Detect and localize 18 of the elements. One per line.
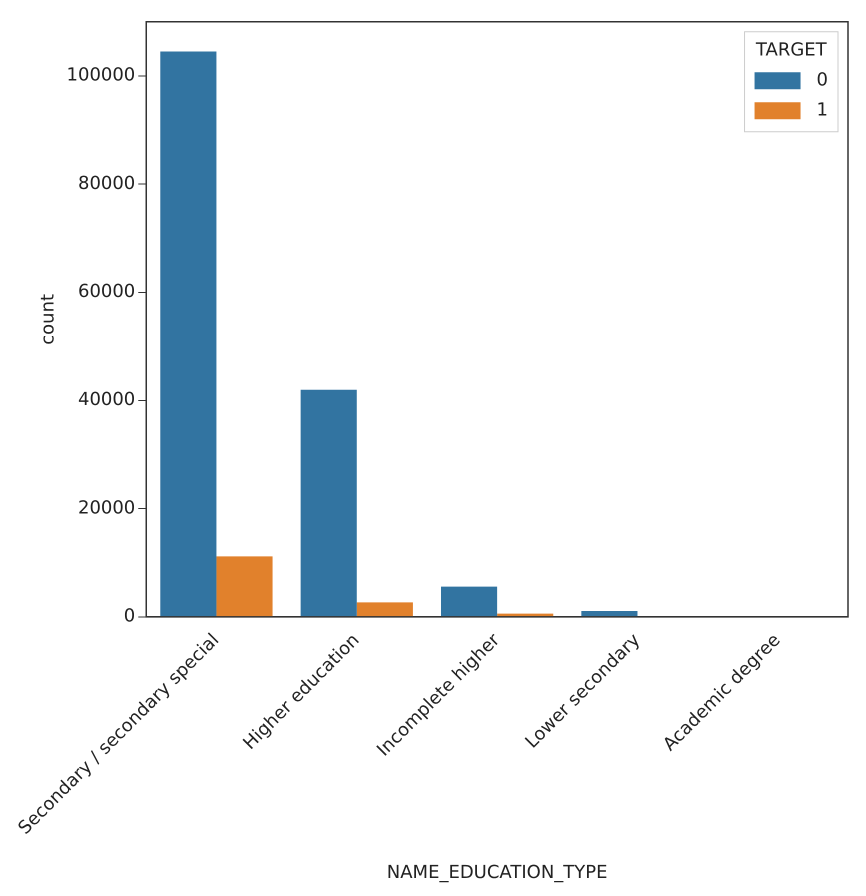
y-tick-label: 60000 bbox=[78, 280, 136, 302]
y-tick-label: 40000 bbox=[78, 389, 136, 410]
bar bbox=[497, 614, 554, 616]
legend-title: TARGET bbox=[754, 39, 828, 60]
x-axis-title: NAME_EDUCATION_TYPE bbox=[386, 862, 608, 883]
y-tick-label: 80000 bbox=[78, 172, 136, 194]
y-axis-title: count bbox=[37, 294, 58, 345]
bar bbox=[300, 390, 357, 616]
bar bbox=[216, 556, 273, 616]
bar bbox=[440, 586, 498, 616]
y-tick-label: 0 bbox=[124, 606, 136, 627]
bar bbox=[160, 52, 216, 616]
bar bbox=[356, 602, 413, 616]
legend-label: 1 bbox=[816, 99, 828, 120]
bar bbox=[581, 610, 638, 616]
legend-label: 0 bbox=[816, 69, 828, 90]
y-tick-label: 20000 bbox=[78, 497, 136, 518]
y-tick-label: 100000 bbox=[66, 64, 136, 86]
